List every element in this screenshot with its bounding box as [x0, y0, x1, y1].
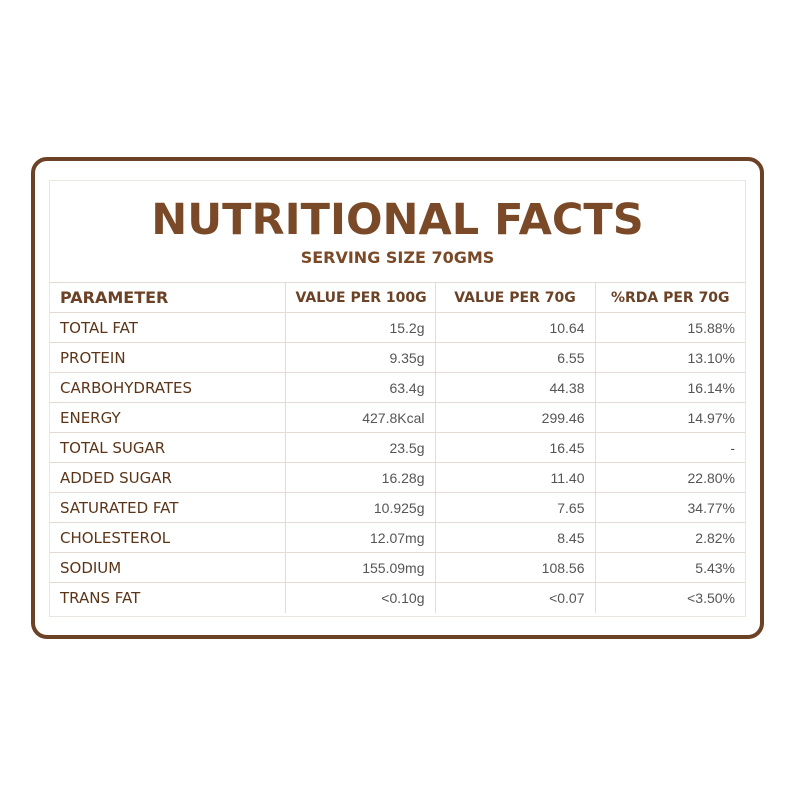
row-value-per-70g: 44.38	[434, 372, 595, 403]
row-value-per-100g: 9.35g	[284, 342, 435, 373]
row-value-per-70g: 16.45	[434, 432, 595, 463]
row-parameter-name: SATURATED FAT	[50, 492, 285, 523]
row-value-per-70g: 6.55	[434, 342, 595, 373]
row-parameter-name: CARBOHYDRATES	[50, 372, 285, 403]
column-header-parameter: PARAMETER	[50, 282, 285, 313]
row-parameter-name: TRANS FAT	[50, 582, 285, 613]
table-row: TOTAL SUGAR 23.5g 16.45 -	[50, 432, 745, 463]
row-parameter-name: ADDED SUGAR	[50, 462, 285, 493]
row-value-per-70g: 7.65	[434, 492, 595, 523]
row-value-per-70g: 11.40	[434, 462, 595, 493]
table-row: TRANS FAT <0.10g <0.07 <3.50%	[50, 582, 745, 613]
row-rda-per-70g: 13.10%	[594, 342, 745, 373]
nutrition-facts-panel: NUTRITIONAL FACTS SERVING SIZE 70GMS PAR…	[31, 157, 764, 639]
row-rda-per-70g: 2.82%	[594, 522, 745, 553]
row-value-per-70g: 108.56	[434, 552, 595, 583]
column-header-value-per-100g: VALUE PER 100G	[284, 282, 435, 313]
row-rda-per-70g: -	[594, 432, 745, 463]
table-row: CHOLESTEROL 12.07mg 8.45 2.82%	[50, 522, 745, 553]
row-value-per-100g: <0.10g	[284, 582, 435, 613]
table-row: CARBOHYDRATES 63.4g 44.38 16.14%	[50, 372, 745, 403]
row-rda-per-70g: 14.97%	[594, 402, 745, 433]
row-value-per-100g: 15.2g	[284, 312, 435, 343]
table-row: TOTAL FAT 15.2g 10.64 15.88%	[50, 312, 745, 343]
row-rda-per-70g: 34.77%	[594, 492, 745, 523]
row-value-per-70g: <0.07	[434, 582, 595, 613]
row-rda-per-70g: 5.43%	[594, 552, 745, 583]
row-value-per-70g: 10.64	[434, 312, 595, 343]
row-rda-per-70g: 22.80%	[594, 462, 745, 493]
table-row: ENERGY 427.8Kcal 299.46 14.97%	[50, 402, 745, 433]
table-header-row: PARAMETER VALUE PER 100G VALUE PER 70G %…	[50, 282, 745, 313]
table-row: SODIUM 155.09mg 108.56 5.43%	[50, 552, 745, 583]
row-value-per-100g: 12.07mg	[284, 522, 435, 553]
nutrition-table: PARAMETER VALUE PER 100G VALUE PER 70G %…	[50, 282, 745, 613]
column-header-value-per-70g: VALUE PER 70G	[434, 282, 595, 313]
row-value-per-70g: 8.45	[434, 522, 595, 553]
row-parameter-name: TOTAL SUGAR	[50, 432, 285, 463]
row-value-per-100g: 16.28g	[284, 462, 435, 493]
row-parameter-name: CHOLESTEROL	[50, 522, 285, 553]
serving-size-subtitle: SERVING SIZE 70GMS	[300, 248, 495, 267]
row-rda-per-70g: 15.88%	[594, 312, 745, 343]
row-parameter-name: TOTAL FAT	[50, 312, 285, 343]
row-value-per-100g: 155.09mg	[284, 552, 435, 583]
row-parameter-name: ENERGY	[50, 402, 285, 433]
nutrition-facts-inner: NUTRITIONAL FACTS SERVING SIZE 70GMS PAR…	[49, 180, 746, 617]
table-row: ADDED SUGAR 16.28g 11.40 22.80%	[50, 462, 745, 493]
row-value-per-100g: 63.4g	[284, 372, 435, 403]
row-value-per-100g: 427.8Kcal	[284, 402, 435, 433]
row-value-per-100g: 10.925g	[284, 492, 435, 523]
row-rda-per-70g: <3.50%	[594, 582, 745, 613]
table-row: PROTEIN 9.35g 6.55 13.10%	[50, 342, 745, 373]
row-parameter-name: PROTEIN	[50, 342, 285, 373]
column-header-rda-per-70g: %RDA PER 70G	[594, 282, 745, 313]
row-parameter-name: SODIUM	[50, 552, 285, 583]
row-rda-per-70g: 16.14%	[594, 372, 745, 403]
page-title: NUTRITIONAL FACTS	[151, 195, 644, 245]
table-row: SATURATED FAT 10.925g 7.65 34.77%	[50, 492, 745, 523]
row-value-per-70g: 299.46	[434, 402, 595, 433]
row-value-per-100g: 23.5g	[284, 432, 435, 463]
